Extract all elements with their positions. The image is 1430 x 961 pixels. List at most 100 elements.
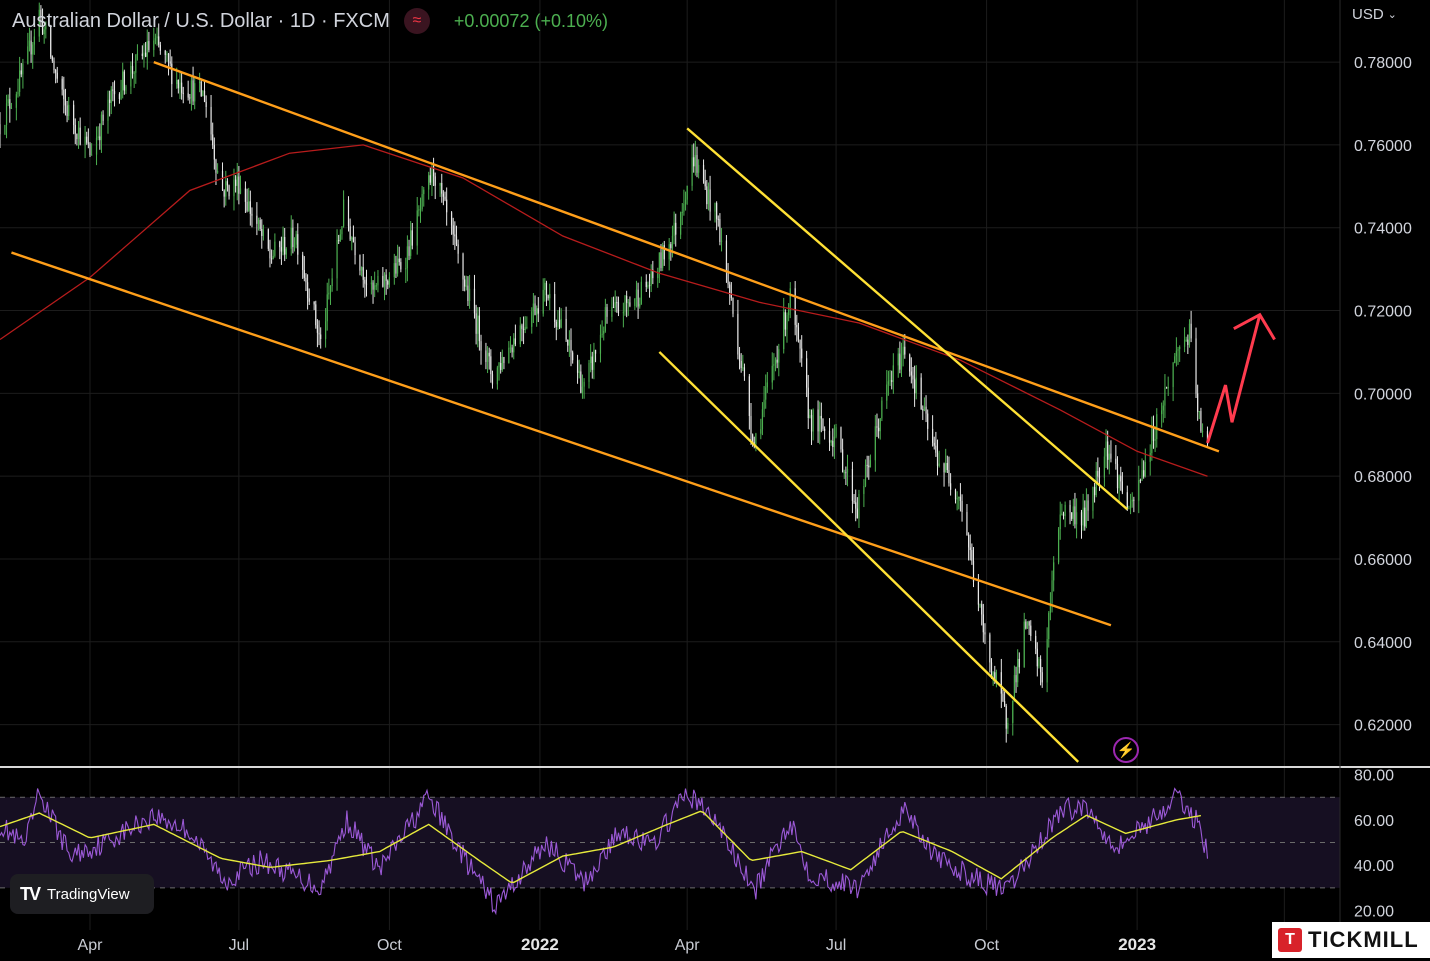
price-candle-body bbox=[187, 93, 189, 98]
price-candle-body bbox=[668, 244, 670, 260]
price-candle-body bbox=[87, 142, 89, 144]
price-candle-body bbox=[766, 382, 768, 388]
price-candle-body bbox=[316, 325, 319, 333]
tradingview-badge[interactable]: TV TradingView bbox=[10, 874, 154, 914]
price-candle-body bbox=[7, 99, 9, 104]
price-candle-body bbox=[536, 308, 538, 315]
price-candle-body bbox=[56, 72, 58, 79]
currency-selector[interactable]: USD ⌄ bbox=[1352, 6, 1397, 23]
chart-header: Australian Dollar / U.S. Dollar · 1D · F… bbox=[12, 8, 608, 34]
price-candle-body bbox=[912, 375, 914, 380]
price-candle-body bbox=[647, 285, 649, 287]
price-candle-body bbox=[352, 237, 355, 243]
price-candle-body bbox=[1107, 441, 1109, 460]
price-candle-body bbox=[4, 124, 6, 135]
price-candle-body bbox=[981, 604, 983, 615]
price-candle-body bbox=[123, 71, 125, 91]
lightning-icon[interactable]: ⚡ bbox=[1113, 737, 1139, 763]
price-candle-body bbox=[698, 164, 700, 173]
price-candle-body bbox=[648, 285, 651, 287]
price-candle-body bbox=[136, 53, 139, 55]
price-candle-body bbox=[359, 255, 361, 271]
price-candle-body bbox=[691, 157, 693, 186]
price-candle-body bbox=[599, 334, 602, 354]
price-candle-body bbox=[876, 426, 878, 428]
price-candle-body bbox=[303, 269, 305, 278]
price-candle-body bbox=[364, 279, 366, 284]
price-candle-body bbox=[1038, 659, 1040, 667]
price-candle-body bbox=[292, 227, 294, 248]
price-candle-body bbox=[439, 182, 441, 186]
price-candle-body bbox=[1023, 621, 1025, 668]
price-candle-body bbox=[306, 282, 309, 299]
price-candle-body bbox=[1012, 701, 1014, 723]
price-candle-body bbox=[385, 274, 387, 281]
price-candle-body bbox=[100, 114, 103, 141]
price-candle-body bbox=[251, 213, 253, 216]
price-candle-body bbox=[933, 442, 935, 446]
price-candle-body bbox=[131, 65, 134, 74]
price-candle-body bbox=[1131, 499, 1133, 502]
price-candle-body bbox=[393, 263, 395, 278]
price-candle-body bbox=[1030, 625, 1032, 636]
price-candle-body bbox=[1048, 612, 1050, 640]
price-candle-body bbox=[889, 380, 891, 382]
price-candle-body bbox=[274, 241, 276, 256]
price-candle-body bbox=[30, 40, 32, 55]
price-candle-body bbox=[249, 201, 251, 214]
wave-icon[interactable]: ≈ bbox=[403, 8, 430, 34]
price-candle-body bbox=[328, 292, 330, 295]
price-candle-body bbox=[740, 360, 742, 368]
price-candle-body bbox=[153, 40, 155, 50]
price-candle-body bbox=[202, 90, 204, 97]
price-candle-body bbox=[210, 106, 212, 135]
price-candle-body bbox=[205, 101, 207, 107]
price-candle-body bbox=[1141, 470, 1143, 481]
time-axis-tick-label: Apr bbox=[675, 937, 701, 954]
price-candle-body bbox=[992, 672, 994, 677]
price-candle-body bbox=[1049, 603, 1052, 613]
price-candle-body bbox=[555, 321, 557, 327]
price-candle-body bbox=[339, 234, 341, 241]
price-candle-body bbox=[738, 354, 741, 361]
price-candle-body bbox=[408, 246, 410, 256]
symbol-title[interactable]: Australian Dollar / U.S. Dollar · 1D · F… bbox=[12, 9, 390, 32]
price-candle-body bbox=[956, 498, 958, 500]
price-candle-body bbox=[532, 303, 534, 312]
price-axis-tick-label: 0.70000 bbox=[1354, 386, 1412, 403]
price-candle-body bbox=[967, 535, 970, 548]
price-candle-body bbox=[215, 159, 217, 173]
price-candle-body bbox=[570, 340, 572, 353]
price-candle-body bbox=[375, 285, 377, 287]
price-candle-body bbox=[1144, 461, 1146, 477]
price-candle-body bbox=[91, 154, 93, 156]
price-candle-body bbox=[22, 63, 24, 75]
price-candle-body bbox=[683, 203, 685, 212]
price-candle-body bbox=[611, 307, 613, 317]
price-candle-body bbox=[761, 409, 764, 430]
price-candle-body bbox=[629, 302, 631, 306]
price-candle-body bbox=[302, 254, 304, 270]
price-candle-body bbox=[261, 228, 263, 236]
price-candle-body bbox=[269, 248, 271, 259]
price-candle-body bbox=[794, 288, 796, 325]
price-candle-body bbox=[145, 52, 147, 57]
price-candle-body bbox=[1167, 387, 1169, 389]
price-candle-body bbox=[936, 452, 939, 466]
price-candle-body bbox=[1039, 659, 1042, 673]
price-candle-body bbox=[0, 124, 1, 135]
price-candle-body bbox=[580, 371, 582, 393]
price-candle-body bbox=[398, 258, 400, 263]
price-candle-body bbox=[1093, 487, 1096, 496]
price-candle-body bbox=[293, 244, 296, 248]
price-candle-body bbox=[810, 415, 813, 432]
price-candle-body bbox=[519, 325, 521, 345]
time-axis-tick-label: 2022 bbox=[521, 935, 559, 954]
price-candle-body bbox=[164, 50, 166, 55]
price-candle-body bbox=[1074, 506, 1076, 525]
price-candle-body bbox=[843, 472, 845, 474]
price-candle-body bbox=[969, 547, 971, 551]
price-candle-body bbox=[1026, 621, 1029, 629]
price-candle-body bbox=[776, 359, 778, 363]
